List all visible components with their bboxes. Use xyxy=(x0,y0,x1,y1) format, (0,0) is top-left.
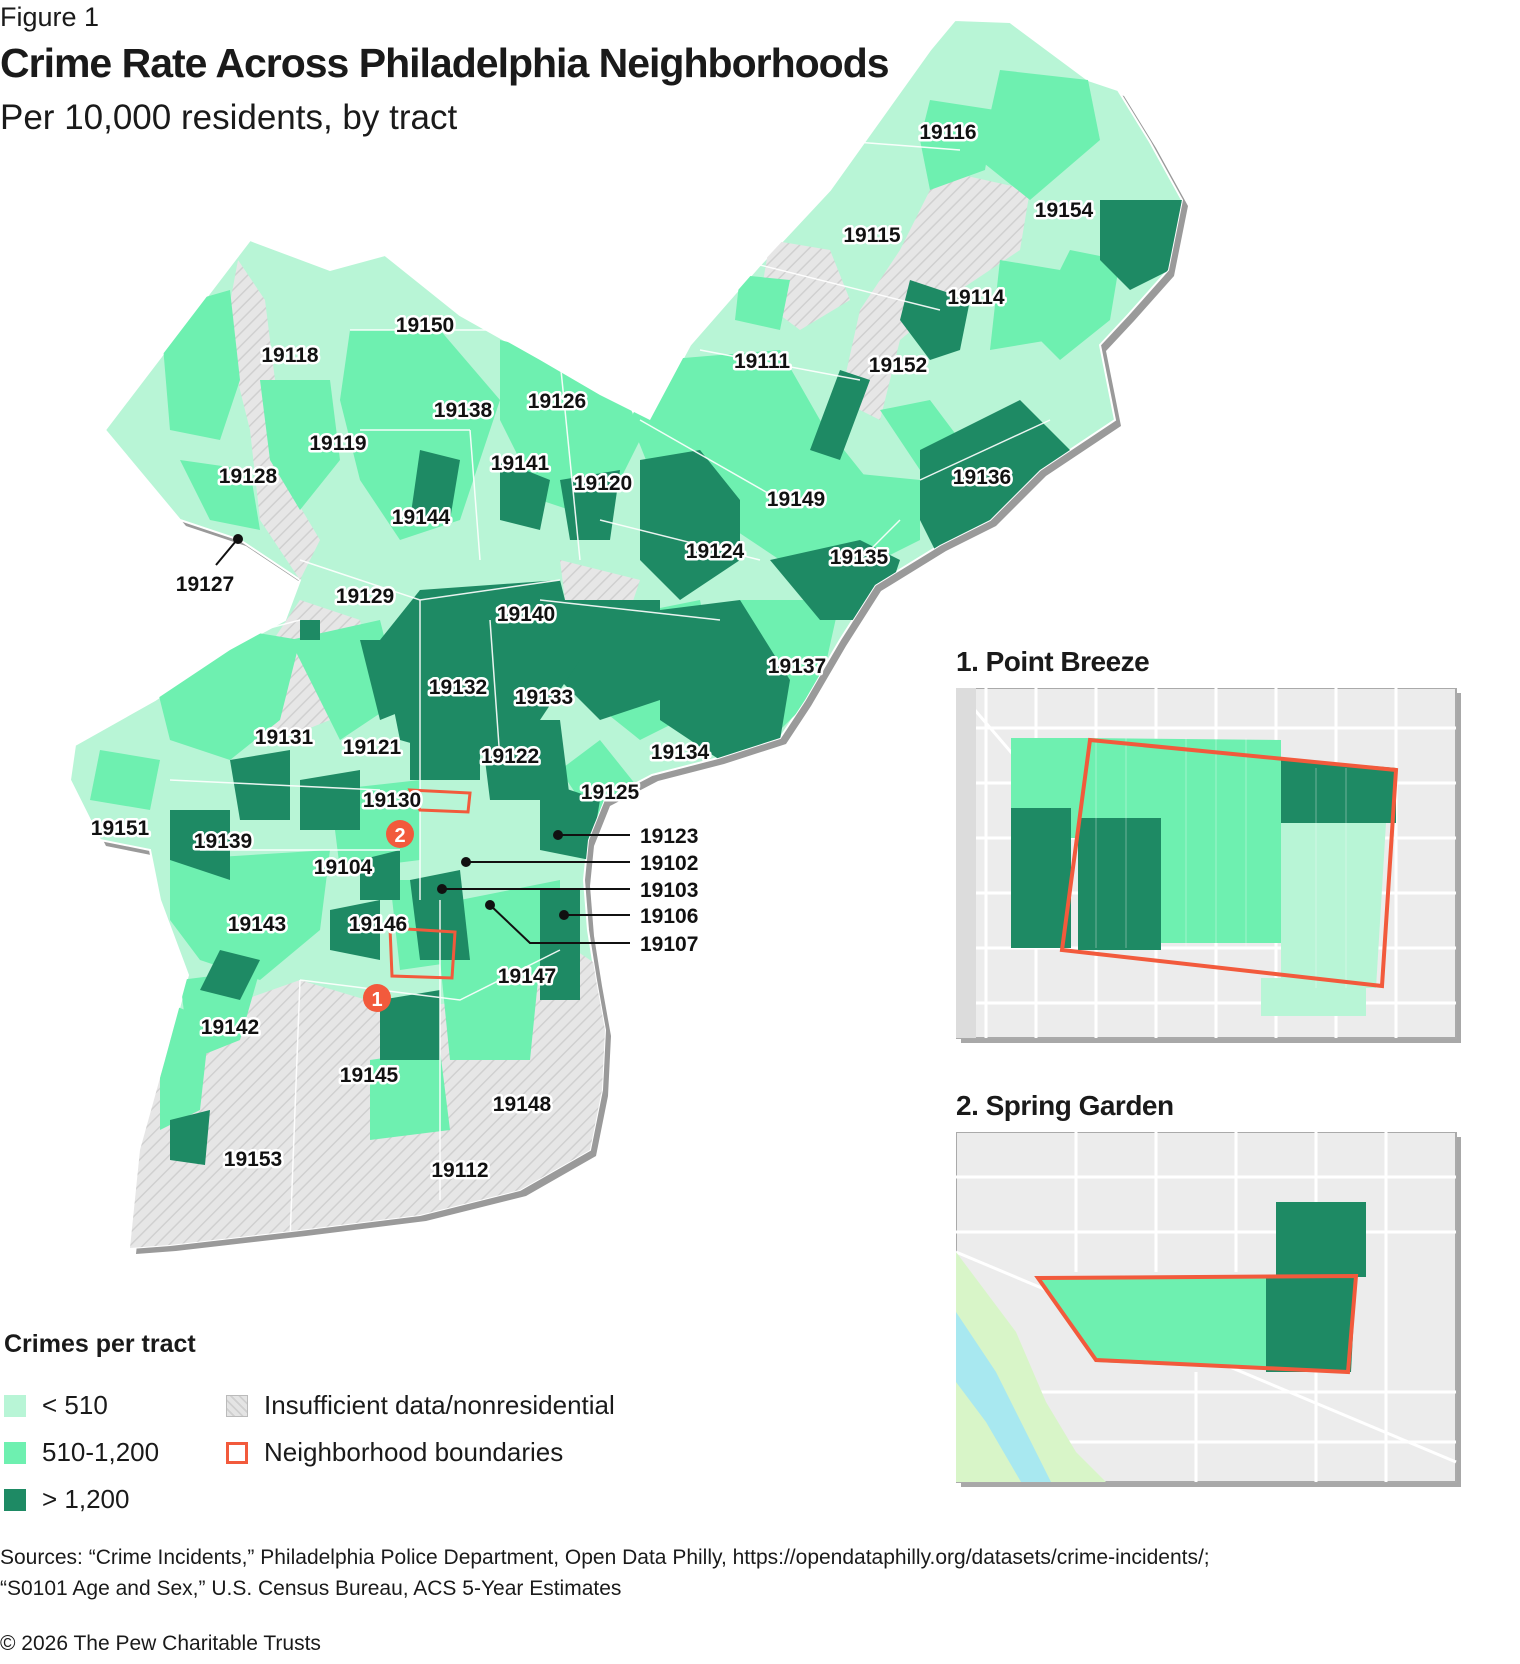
map-title: Crime Rate Across Philadelphia Neighborh… xyxy=(0,40,890,86)
marker-2: 2 xyxy=(386,820,414,848)
legend-swatch-boundary xyxy=(226,1441,248,1464)
callout-labels: 19123 19102 19103 19106 19107 xyxy=(638,823,701,959)
copyright: © 2026 The Pew Charitable Trusts xyxy=(0,1632,321,1655)
zip-label: 19133 xyxy=(515,686,573,709)
legend-label: Insufficient data/nonresidential xyxy=(264,1390,615,1420)
legend-swatch-mid xyxy=(4,1441,26,1464)
inset-2-map xyxy=(956,1132,1461,1487)
zip-label: 19104 xyxy=(314,856,373,879)
legend-label: 510-1,200 xyxy=(42,1437,160,1467)
zip-label: 19150 xyxy=(396,314,454,337)
zip-label: 19121 xyxy=(343,736,402,759)
figure-label: Figure 1 xyxy=(0,2,100,32)
callout-label: 19103 xyxy=(640,879,698,902)
callout-label: 19106 xyxy=(640,905,698,928)
legend-item-boundary: Neighborhood boundaries xyxy=(226,1437,563,1468)
marker-2-label: 2 xyxy=(394,825,405,847)
legend-swatch-nodata xyxy=(226,1394,248,1417)
zip-label: 19144 xyxy=(392,506,451,529)
legend-item-low: < 510 xyxy=(4,1390,108,1421)
inset-2-title: 2. Spring Garden xyxy=(956,1090,1174,1121)
zip-label: 19127 xyxy=(176,573,234,596)
inset-1-title: 1. Point Breeze xyxy=(956,646,1150,677)
zip-label: 19122 xyxy=(481,745,539,768)
callout-label: 19107 xyxy=(640,933,698,956)
zip-label: 19135 xyxy=(830,546,889,569)
zip-label: 19151 xyxy=(91,817,150,840)
legend-label: Neighborhood boundaries xyxy=(264,1437,564,1467)
zip-label: 19112 xyxy=(431,1159,488,1182)
zip-label: 19125 xyxy=(581,781,640,804)
zip-label: 19130 xyxy=(363,789,421,812)
zip-label: 19134 xyxy=(651,741,710,764)
zip-label: 19141 xyxy=(491,452,550,475)
zip-label: 19120 xyxy=(574,472,632,495)
legend-item-nodata: Insufficient data/nonresidential xyxy=(226,1390,615,1421)
legend-item-mid: 510-1,200 xyxy=(4,1437,159,1468)
legend-swatch-low xyxy=(4,1394,26,1417)
zip-label: 19145 xyxy=(340,1064,399,1087)
callout-label: 19102 xyxy=(640,852,698,875)
zip-label: 19119 xyxy=(309,432,366,455)
zip-label: 19118 xyxy=(261,344,319,367)
legend-title: Crimes per tract xyxy=(4,1330,196,1358)
zip-label: 19154 xyxy=(1035,199,1094,222)
zip-label: 19142 xyxy=(201,1016,259,1039)
zip-label: 19116 xyxy=(919,121,976,144)
legend-swatch-high xyxy=(4,1488,26,1511)
legend-item-high: > 1,200 xyxy=(4,1484,129,1515)
zip-label: 19131 xyxy=(255,726,314,749)
inset-1-map xyxy=(956,688,1461,1043)
zip-label: 19111 xyxy=(734,350,790,373)
source-line: Sources: “Crime Incidents,” Philadelphia… xyxy=(0,1546,1210,1569)
zip-label: 19140 xyxy=(497,603,555,626)
tract-fills xyxy=(90,70,1182,1248)
zip-label: 19137 xyxy=(768,655,826,678)
zip-label: 19132 xyxy=(429,676,487,699)
zip-label: 19148 xyxy=(493,1093,552,1116)
zip-label: 19128 xyxy=(219,465,278,488)
zip-label: 19149 xyxy=(767,488,825,511)
zip-label: 19126 xyxy=(528,390,586,413)
legend-label: > 1,200 xyxy=(42,1484,130,1514)
zip-label: 19138 xyxy=(434,399,493,422)
zip-label: 19136 xyxy=(953,466,1011,489)
zip-label: 19146 xyxy=(349,913,407,936)
map-subtitle: Per 10,000 residents, by tract xyxy=(0,98,458,137)
source-line: “S0101 Age and Sex,” U.S. Census Bureau,… xyxy=(0,1577,622,1600)
zip-label: 19152 xyxy=(869,354,927,377)
zip-label: 19147 xyxy=(498,965,556,988)
zip-label: 19114 xyxy=(947,286,1005,309)
zip-label: 19124 xyxy=(686,540,745,563)
legend-label: < 510 xyxy=(42,1390,108,1420)
sources: Sources: “Crime Incidents,” Philadelphia… xyxy=(0,1542,1500,1604)
zip-label: 19153 xyxy=(224,1148,282,1171)
zip-label: 19115 xyxy=(843,224,901,247)
zip-labels: 19116 19154 19115 19114 19150 19118 1911… xyxy=(88,119,1096,1185)
marker-1-label: 1 xyxy=(371,989,382,1011)
callout-label: 19123 xyxy=(640,825,698,848)
zip-label: 19129 xyxy=(336,585,394,608)
philadelphia-map: 1 2 19116 19154 19115 19114 19150 19118 … xyxy=(69,19,1188,1254)
zip-label: 19139 xyxy=(194,830,252,853)
marker-1: 1 xyxy=(363,984,391,1012)
zip-label: 19143 xyxy=(228,913,286,936)
